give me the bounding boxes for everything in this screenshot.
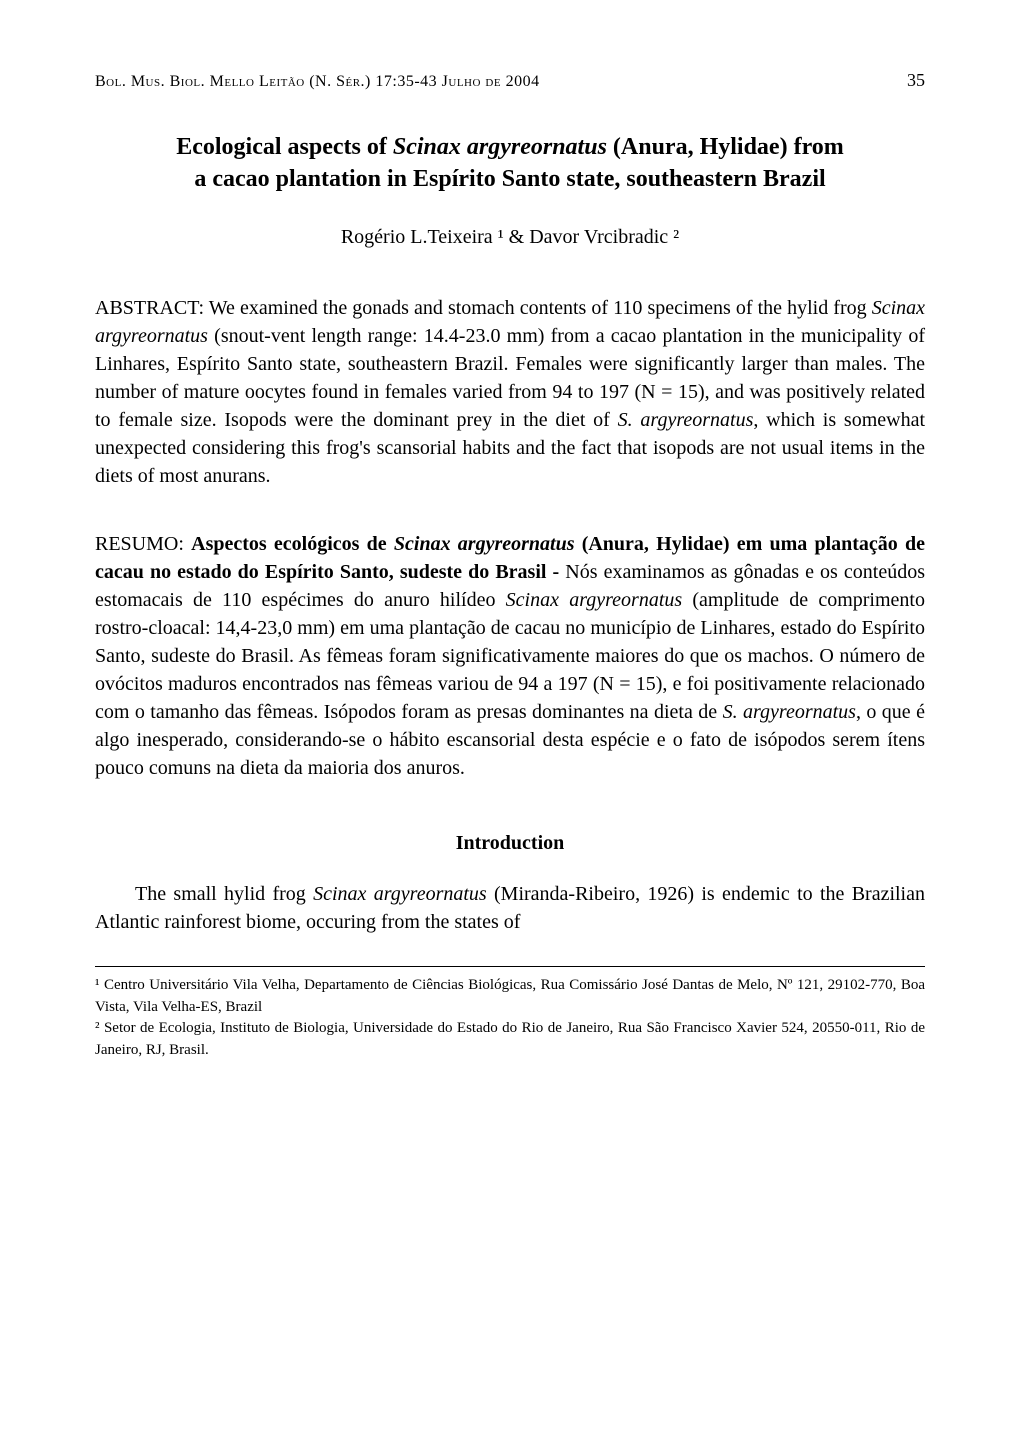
body-species: Scinax argyreornatus <box>313 883 487 905</box>
page-header: Bol. Mus. Biol. Mello Leitão (N. Sér.) 1… <box>95 70 925 91</box>
resumo-species1: Scinax argyreornatus <box>506 589 683 611</box>
abstract-species2: S. argyreornatus <box>618 409 754 431</box>
resumo-species-bold: Scinax argyreornatus <box>394 533 575 555</box>
body-prefix: The small hylid frog <box>135 883 313 905</box>
footnote-divider <box>95 966 925 967</box>
footnote-2: ² Setor de Ecologia, Instituto de Biolog… <box>95 1018 925 1062</box>
journal-citation: Bol. Mus. Biol. Mello Leitão (N. Sér.) 1… <box>95 73 540 91</box>
resumo-bold1: Aspectos ecológicos de <box>191 533 394 555</box>
title-line2: a cacao plantation in Espírito Santo sta… <box>194 166 825 192</box>
footnote-1: ¹ Centro Universitário Vila Velha, Depar… <box>95 975 925 1019</box>
page-number: 35 <box>907 70 925 91</box>
introduction-paragraph: The small hylid frog Scinax argyreornatu… <box>95 880 925 936</box>
title-species: Scinax argyreornatus <box>393 134 607 160</box>
abstract-prefix: ABSTRACT: We examined the gonads and sto… <box>95 297 872 319</box>
title-suffix: (Anura, Hylidae) from <box>607 134 844 160</box>
article-title: Ecological aspects of Scinax argyreornat… <box>95 131 925 196</box>
section-heading-introduction: Introduction <box>95 832 925 855</box>
resumo: RESUMO: Aspectos ecológicos de Scinax ar… <box>95 530 925 782</box>
resumo-species2: S. argyreornatus <box>723 701 856 723</box>
authors: Rogério L.Teixeira ¹ & Davor Vrcibradic … <box>95 226 925 249</box>
abstract: ABSTRACT: We examined the gonads and sto… <box>95 294 925 490</box>
title-prefix: Ecological aspects of <box>176 134 393 160</box>
resumo-prefix: RESUMO: <box>95 533 191 555</box>
